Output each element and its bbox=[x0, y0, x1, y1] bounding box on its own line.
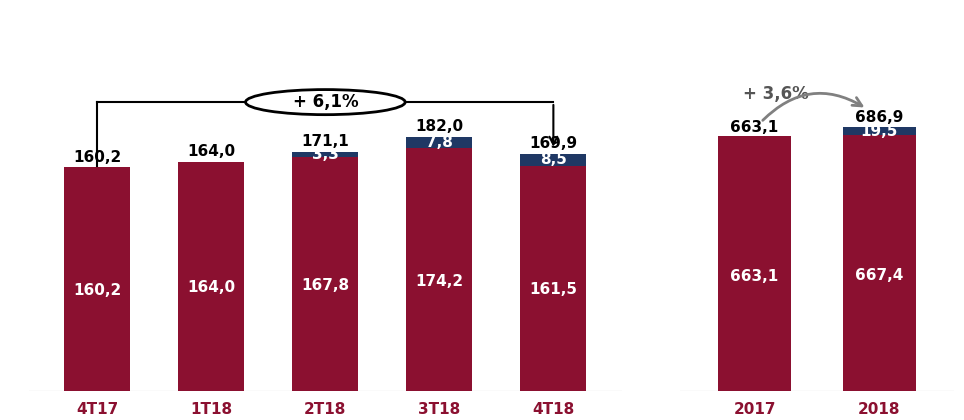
Text: 171,1: 171,1 bbox=[302, 134, 349, 150]
Text: 169,9: 169,9 bbox=[529, 136, 577, 151]
Bar bbox=[844, 135, 916, 391]
Text: 164,0: 164,0 bbox=[187, 144, 235, 159]
Text: 663,1: 663,1 bbox=[731, 269, 779, 284]
Bar bbox=[521, 165, 586, 391]
Text: 686,9: 686,9 bbox=[855, 110, 903, 126]
Bar bbox=[292, 157, 359, 391]
Bar bbox=[406, 137, 472, 148]
Text: 7,8: 7,8 bbox=[426, 135, 453, 150]
Bar bbox=[292, 152, 359, 157]
Bar bbox=[406, 148, 472, 391]
Text: 161,5: 161,5 bbox=[529, 282, 577, 297]
Ellipse shape bbox=[246, 89, 405, 115]
Text: + 6,1%: + 6,1% bbox=[292, 93, 359, 111]
Text: 164,0: 164,0 bbox=[187, 280, 235, 295]
Text: 663,1: 663,1 bbox=[731, 120, 779, 134]
Text: 160,2: 160,2 bbox=[73, 150, 121, 165]
Bar bbox=[65, 167, 130, 391]
Bar bbox=[844, 127, 916, 135]
Text: 667,4: 667,4 bbox=[855, 268, 903, 283]
Text: 167,8: 167,8 bbox=[302, 278, 349, 293]
Text: 160,2: 160,2 bbox=[73, 283, 121, 298]
Text: + 3,6%: + 3,6% bbox=[743, 85, 809, 103]
Text: 174,2: 174,2 bbox=[415, 274, 464, 289]
Text: R$ MM): R$ MM) bbox=[638, 21, 733, 40]
Text: 19,5: 19,5 bbox=[861, 123, 898, 139]
Text: 8,5: 8,5 bbox=[540, 152, 567, 167]
Bar bbox=[521, 154, 586, 165]
Text: 3,3: 3,3 bbox=[312, 147, 338, 162]
Bar bbox=[718, 136, 790, 391]
Bar bbox=[178, 162, 245, 391]
Text: 182,0: 182,0 bbox=[415, 119, 464, 134]
